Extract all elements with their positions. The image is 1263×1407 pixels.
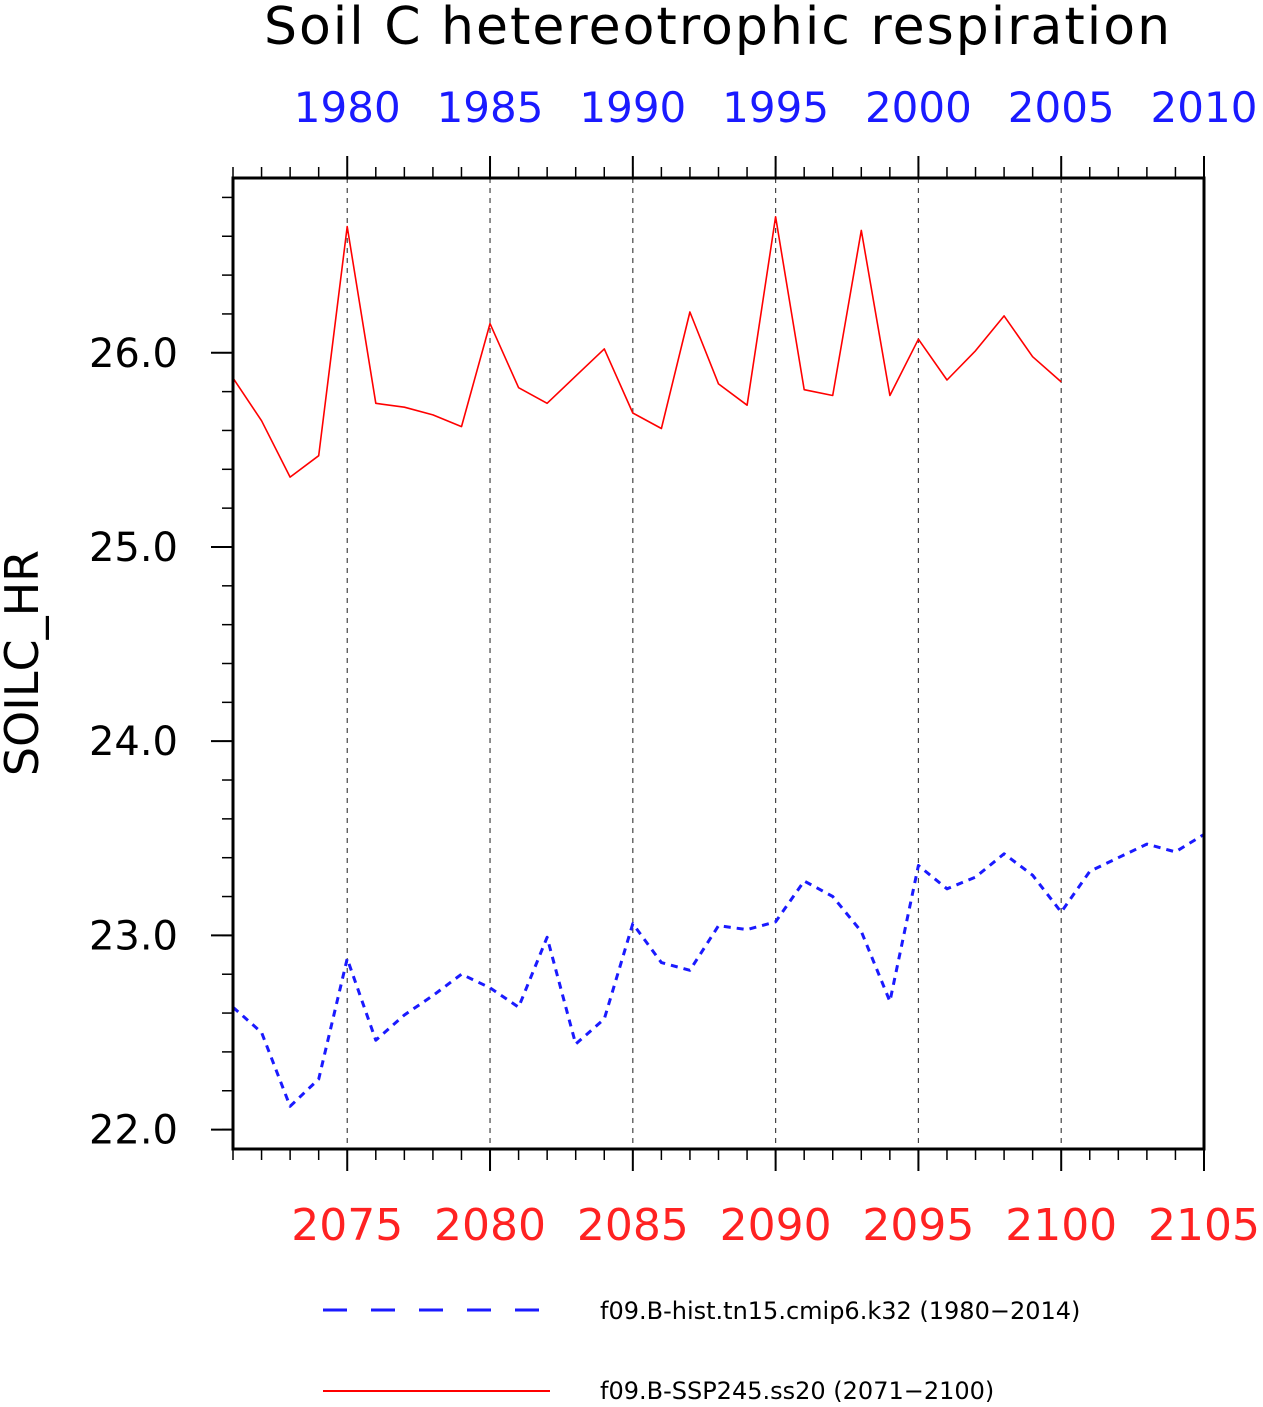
grid-lines [346,178,1062,1149]
top-tick-label: 2005 [1008,83,1115,132]
legend-label-ssp: f09.B-SSP245.ss20 (2071−2100) [600,1377,994,1405]
chart-title: Soil C hetereotrophic respiration [264,0,1172,57]
series-group [232,216,1205,1108]
series-line-hist [232,833,1205,1108]
legend-label-hist: f09.B-hist.tn15.cmip6.k32 (1980−2014) [600,1297,1080,1325]
top-tick-label: 2000 [865,83,972,132]
y-tick-label: 26.0 [89,331,178,377]
bottom-tick-label: 2075 [291,1200,403,1251]
y-axis-label: SOILC_HR [0,550,49,776]
bottom-axis: 2075 2080 2085 2090 2095 2100 2105 [232,1149,1260,1251]
bottom-tick-label: 2105 [1148,1200,1260,1251]
bottom-tick-label: 2095 [862,1200,974,1251]
plot-frame [231,176,1206,1151]
legend: f09.B-hist.tn15.cmip6.k32 (1980−2014) f0… [323,1297,1080,1405]
y-tick-label: 23.0 [89,913,178,959]
top-axis: 1980 1985 1990 1995 2000 2005 2010 [232,83,1258,178]
top-tick-label: 1985 [437,83,544,132]
y-tick-label: 24.0 [89,719,178,765]
bottom-tick-label: 2100 [1005,1200,1117,1251]
top-tick-label: 2010 [1151,83,1258,132]
top-tick-label: 1990 [579,83,686,132]
y-tick-label: 22.0 [89,1108,178,1154]
bottom-tick-label: 2085 [577,1200,689,1251]
top-tick-label: 1980 [294,83,401,132]
top-tick-label: 1995 [722,83,829,132]
bottom-tick-label: 2080 [434,1200,546,1251]
bottom-tick-label: 2090 [720,1200,832,1251]
left-axis: 22.0 23.0 24.0 25.0 26.0 [89,196,233,1154]
y-tick-label: 25.0 [89,525,178,571]
series-line-ssp [232,216,1062,478]
